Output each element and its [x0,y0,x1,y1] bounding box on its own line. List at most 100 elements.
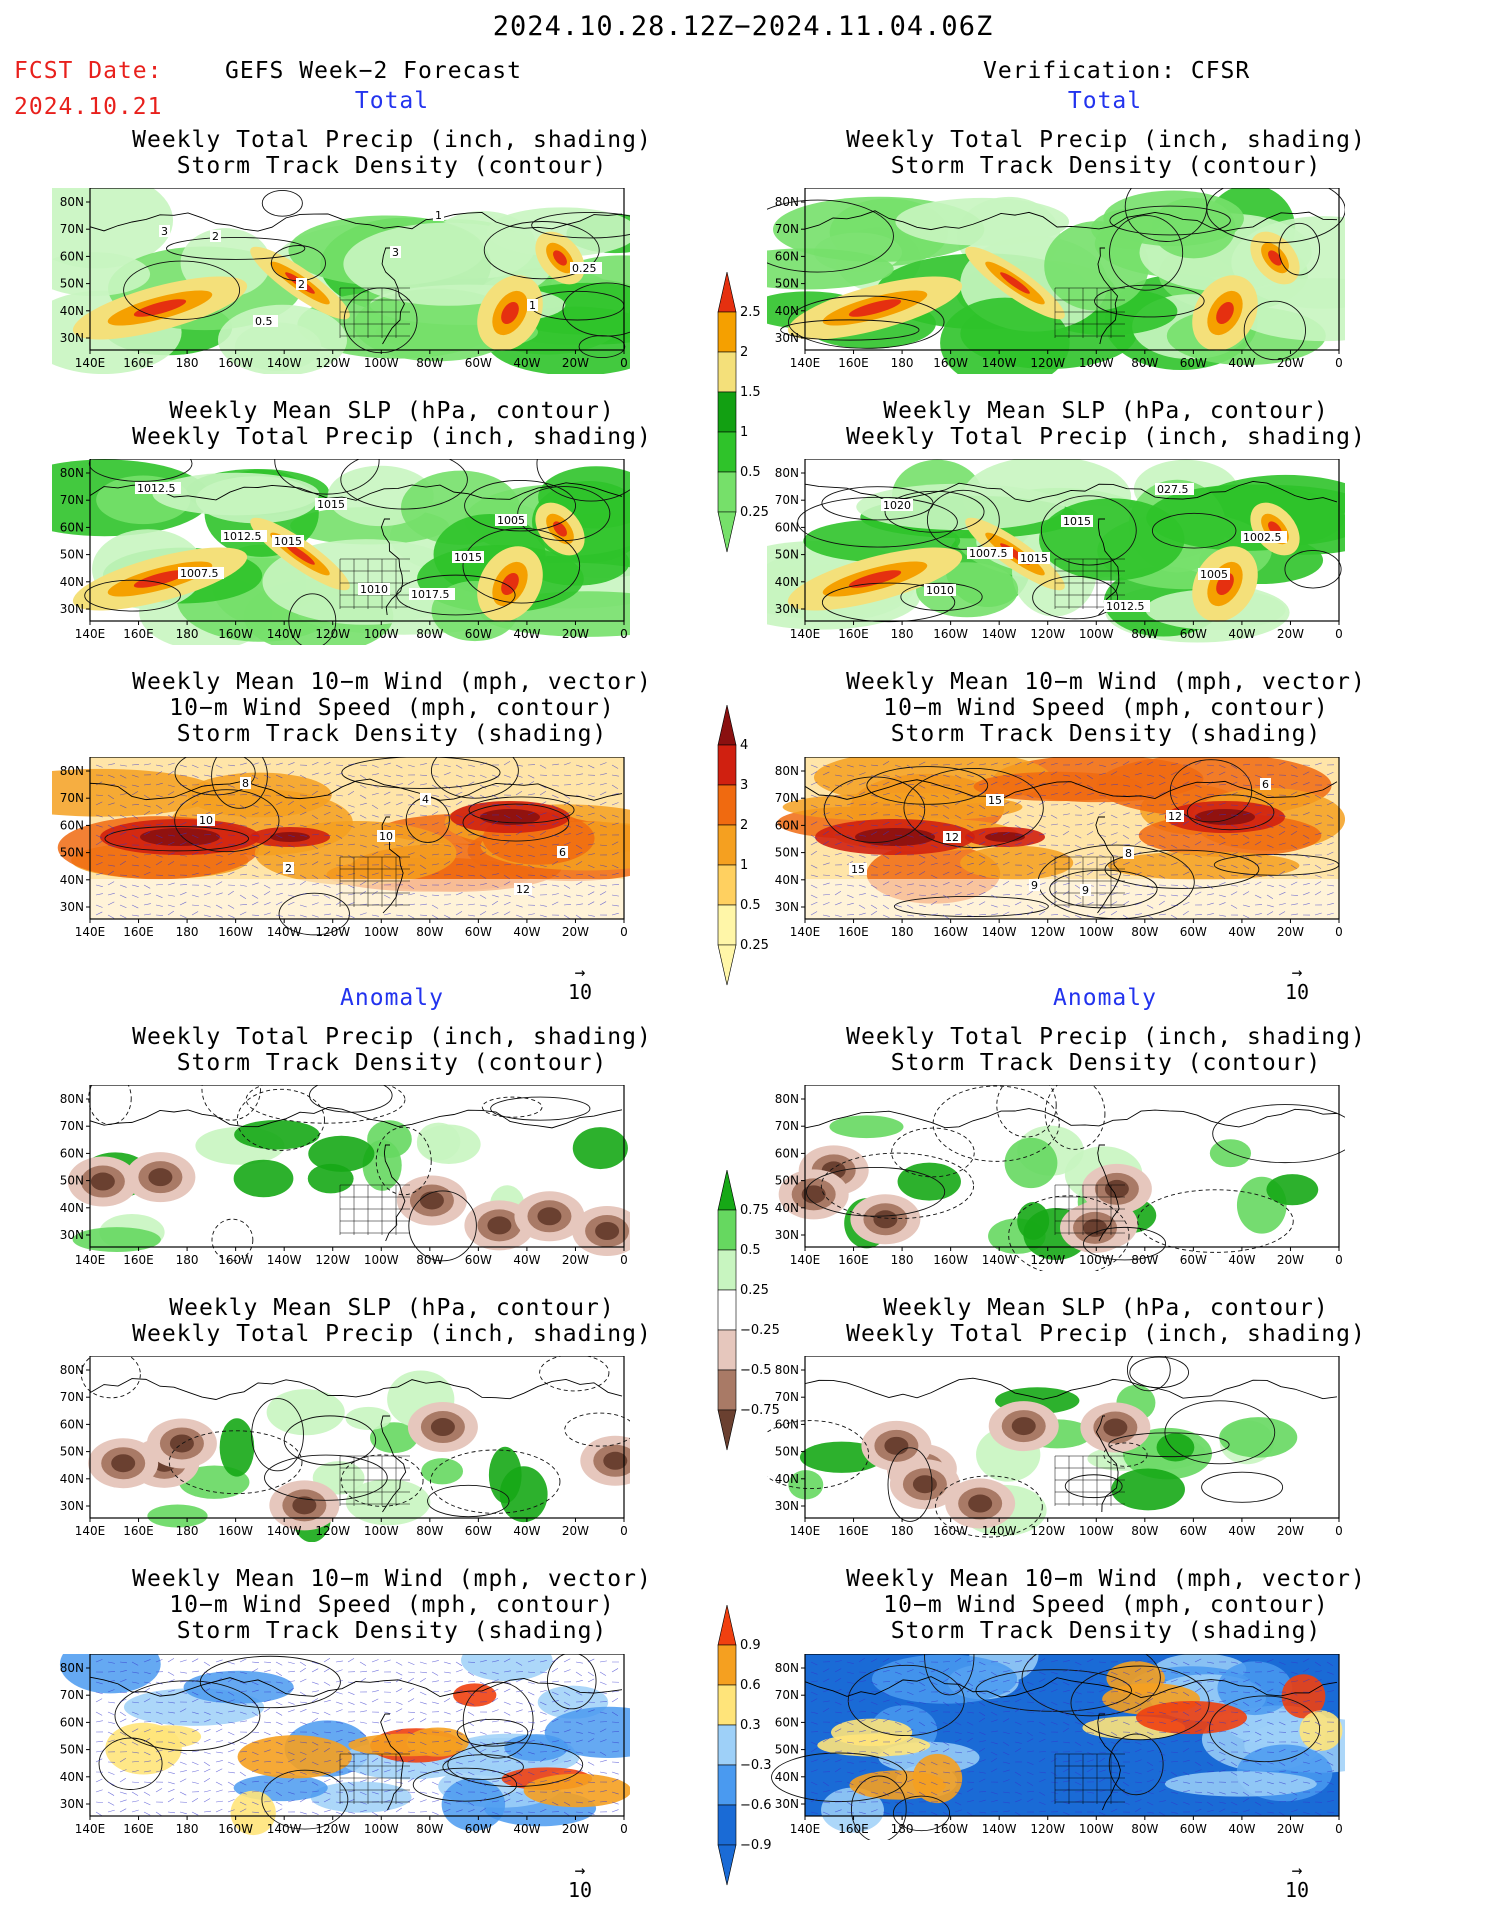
lat-tick-label: 30N [775,1228,799,1242]
lon-tick-label: 60W [465,1253,492,1267]
lat-tick-label: 40N [60,1770,84,1784]
lon-tick-label: 80W [416,1253,443,1267]
contour-label: 0.5 [255,315,273,328]
lon-tick-label: 120W [315,1524,350,1538]
vector-scale-v6: → 10 [1284,1860,1310,1903]
lon-tick-label: 140W [982,1524,1017,1538]
colorbar-tick-label: 1 [740,858,748,873]
contour-label: 027.5 [1157,483,1189,496]
title-v1-line2: Storm Track Density (contour) [890,153,1322,179]
right-column-title: Verification: CFSR [983,58,1251,84]
colorbar-tick-label: 0.25 [740,1283,769,1298]
contour-label: 1007.5 [969,547,1008,560]
lon-tick-label: 20W [562,1822,589,1836]
contour-label: 1005 [497,514,525,527]
title-f1-line1: Weekly Total Precip (inch, shading) [132,127,652,153]
lat-tick-label: 80N [60,195,84,209]
lon-tick-label: 140W [267,1253,302,1267]
vector-scale-f3: → 10 [567,962,593,1005]
lat-tick-label: 50N [775,846,799,860]
lon-tick-label: 180 [891,925,914,939]
lat-tick-label: 50N [775,1743,799,1757]
map-panel-f3: 2 4 6 8 10 12 10 140E 160E 180 160W 140W 120W 100W 80W… [52,757,630,943]
contour-label: 12 [516,883,530,896]
lat-tick-label: 70N [60,1390,84,1404]
lon-tick-label: 40W [513,356,540,370]
lon-tick-label: 20W [1277,356,1304,370]
lon-tick-label: 160E [838,1253,869,1267]
lat-tick-label: 70N [775,1119,799,1133]
contour-label: 1015 [1063,515,1091,528]
contour-label: 1015 [454,551,482,564]
colorbar-tick-label: −0.5 [740,1363,772,1378]
colorbar-tick-label: −0.6 [740,1798,772,1813]
lon-tick-label: 120W [315,627,350,641]
lon-tick-label: 0 [1335,1524,1343,1538]
lon-tick-label: 60W [1180,627,1207,641]
colorbar-tick-label: 2.5 [740,305,761,320]
contour-label: 1020 [883,499,911,512]
title-v5-line1: Weekly Mean SLP (hPa, contour) [883,1295,1329,1321]
colorbar-tick-label: 1 [740,425,748,440]
lat-tick-label: 80N [775,1092,799,1106]
title-v3-line2: 10−m Wind Speed (mph, contour) [883,695,1329,721]
lon-tick-label: 0 [620,1524,628,1538]
lon-tick-label: 100W [364,1822,399,1836]
contour-label: 1007.5 [180,567,219,580]
lon-tick-label: 140E [75,1524,106,1538]
contour-label: 4 [422,793,429,806]
contour-label: 3 [161,225,168,238]
lon-tick-label: 100W [364,1524,399,1538]
lon-tick-label: 160W [218,1253,253,1267]
lat-tick-label: 30N [775,900,799,914]
map-panel-v3: 9 12 15 15 8 6 12 9 140E 160E 180 160W 140W 120W 100W 8… [767,757,1345,943]
lon-tick-label: 180 [176,356,199,370]
lon-tick-label: 40W [513,925,540,939]
lon-tick-label: 60W [465,1822,492,1836]
title-f6-line1: Weekly Mean 10−m Wind (mph, vector) [132,1566,652,1592]
title-f6-line2: 10−m Wind Speed (mph, contour) [169,1592,615,1618]
lat-tick-label: 70N [60,493,84,507]
lon-tick-label: 180 [891,1253,914,1267]
contour-label: 15 [851,863,865,876]
lon-tick-label: 140E [790,356,821,370]
lon-tick-label: 80W [1131,1822,1158,1836]
lat-tick-label: 50N [60,846,84,860]
lat-tick-label: 40N [775,575,799,589]
lon-tick-label: 40W [513,1524,540,1538]
lat-tick-label: 30N [60,1499,84,1513]
lon-tick-label: 160E [123,1253,154,1267]
title-v6-line3: Storm Track Density (shading) [890,1618,1322,1644]
lat-tick-label: 40N [60,1472,84,1486]
lon-tick-label: 180 [176,627,199,641]
map-panel-v2: 1007.5 1012.5 1002.5 1010 1015 1005 1020 1015 02… [767,459,1345,645]
fcst-date-value: 2024.10.21 [14,94,163,120]
lon-tick-label: 60W [1180,1822,1207,1836]
lon-tick-label: 160W [218,627,253,641]
lon-tick-label: 20W [562,356,589,370]
lon-tick-label: 120W [315,925,350,939]
lat-tick-label: 80N [775,195,799,209]
colorbar-tick-label: −0.75 [740,1403,780,1418]
lon-tick-label: 140W [982,1253,1017,1267]
lon-tick-label: 20W [1277,1524,1304,1538]
lat-tick-label: 50N [775,548,799,562]
lon-tick-label: 140W [267,356,302,370]
lon-tick-label: 80W [1131,925,1158,939]
lon-tick-label: 60W [1180,1253,1207,1267]
lon-tick-label: 120W [315,356,350,370]
lon-tick-label: 160W [933,627,968,641]
lon-tick-label: 180 [891,627,914,641]
lon-tick-label: 80W [1131,627,1158,641]
lon-tick-label: 140W [267,1524,302,1538]
lon-tick-label: 180 [176,925,199,939]
lon-tick-label: 80W [416,627,443,641]
lat-tick-label: 80N [60,764,84,778]
colorbar-tick-label: 4 [740,738,748,753]
lat-tick-label: 30N [60,602,84,616]
lat-tick-label: 70N [775,222,799,236]
lon-tick-label: 100W [364,356,399,370]
title-v5-line2: Weekly Total Precip (inch, shading) [846,1321,1366,1347]
lon-tick-label: 140E [790,925,821,939]
lat-tick-label: 30N [775,1499,799,1513]
